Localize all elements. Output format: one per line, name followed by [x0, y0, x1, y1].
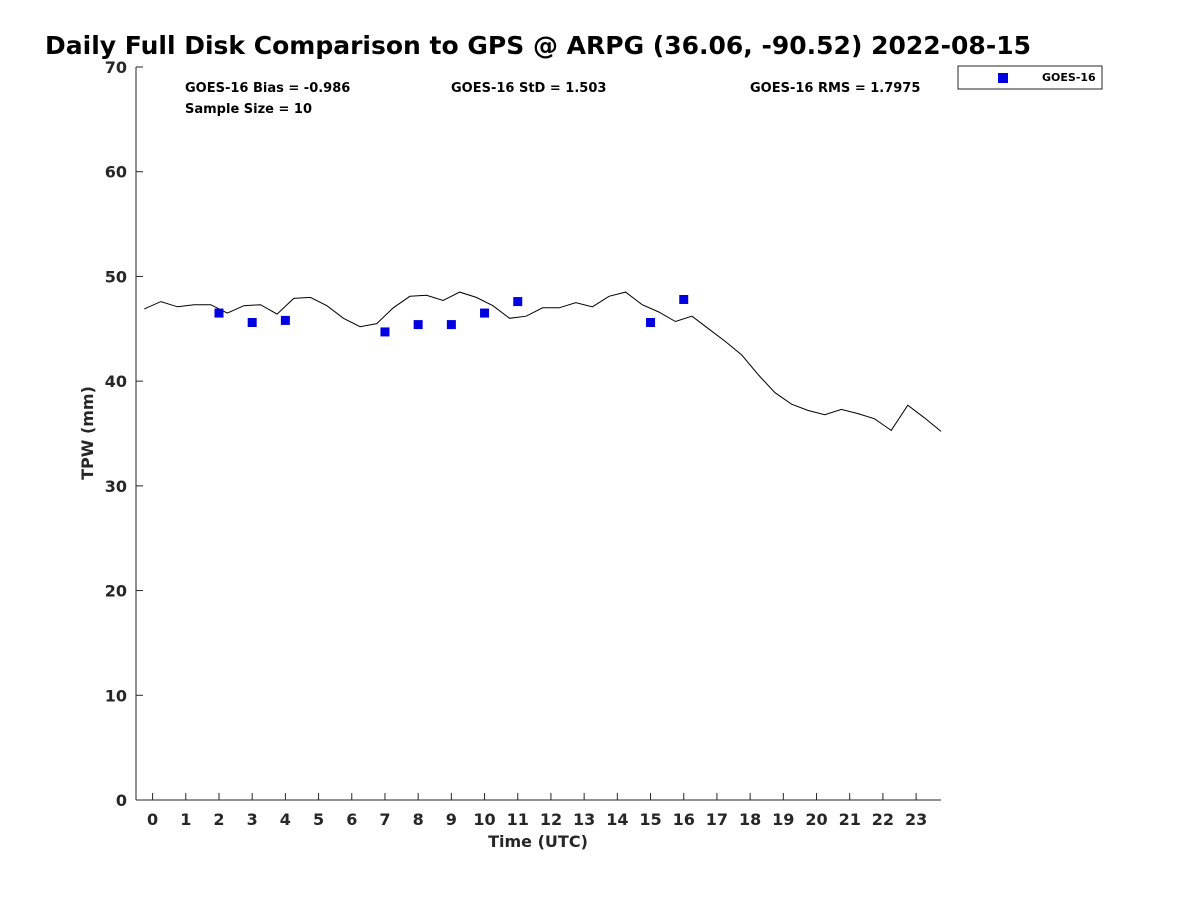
x-ticks: 0 1 2 3 4 5 6 7 8 9 10 11 12 13 14 15 16 17 18 19 20 21 22 23 [147, 793, 927, 829]
x-tick-label: 10 [473, 810, 495, 829]
goes16-point [380, 327, 390, 337]
y-tick-label: 0 [116, 791, 127, 810]
x-tick-label: 16 [673, 810, 695, 829]
gps-line-layer [144, 291, 942, 432]
goes16-point [679, 294, 689, 304]
y-tick-label: 30 [105, 477, 127, 496]
x-tick-label: 12 [540, 810, 562, 829]
x-tick-label: 21 [839, 810, 861, 829]
goes16-point [480, 308, 490, 318]
x-tick-label: 6 [346, 810, 357, 829]
y-axis-label: TPW (mm) [78, 386, 97, 480]
legend-box [957, 65, 1103, 90]
x-tick-label: 8 [413, 810, 424, 829]
x-tick-label: 9 [446, 810, 457, 829]
x-tick-label: 2 [213, 810, 224, 829]
x-tick-label: 7 [379, 810, 390, 829]
x-tick-label: 18 [739, 810, 761, 829]
gps-tpw-line [144, 291, 942, 432]
goes16-points-layer [214, 294, 689, 337]
x-tick-label: 22 [872, 810, 894, 829]
plot-area: 0 1 2 3 4 5 6 7 8 9 10 11 12 13 14 15 16 17 18 19 20 21 22 23 0… [105, 58, 942, 829]
legend: GOES-16 [957, 65, 1103, 90]
x-tick-label: 11 [507, 810, 529, 829]
y-tick-label: 10 [105, 686, 127, 705]
x-tick-label: 3 [247, 810, 258, 829]
legend-swatch-goes16 [998, 73, 1008, 83]
goes16-point [446, 320, 456, 330]
goes16-point [214, 308, 224, 318]
y-tick-label: 70 [105, 58, 127, 77]
y-tick-label: 60 [105, 163, 127, 182]
y-ticks: 0 10 20 30 40 50 60 70 [105, 58, 143, 810]
x-tick-label: 15 [639, 810, 661, 829]
goes16-point [247, 318, 257, 328]
stat-bias: GOES-16 Bias = -0.986 [185, 81, 350, 96]
y-tick-label: 40 [105, 372, 127, 391]
goes16-point [646, 318, 656, 328]
x-tick-label: 23 [905, 810, 927, 829]
goes16-point [413, 320, 423, 330]
y-tick-label: 20 [105, 582, 127, 601]
x-tick-label: 5 [313, 810, 324, 829]
chart-title: Daily Full Disk Comparison to GPS @ ARPG… [45, 31, 1031, 60]
stat-rms: GOES-16 RMS = 1.7975 [750, 81, 920, 96]
x-tick-label: 20 [805, 810, 827, 829]
goes16-point [513, 297, 523, 307]
x-axis-label: Time (UTC) [488, 832, 588, 851]
x-tick-label: 13 [573, 810, 595, 829]
x-tick-label: 4 [280, 810, 291, 829]
x-tick-label: 14 [606, 810, 628, 829]
stat-std: GOES-16 StD = 1.503 [451, 81, 606, 96]
x-tick-label: 0 [147, 810, 158, 829]
y-tick-label: 50 [105, 267, 127, 286]
stat-sample-size: Sample Size = 10 [185, 102, 312, 117]
goes16-point [280, 315, 290, 325]
x-tick-label: 17 [706, 810, 728, 829]
legend-label-goes16: GOES-16 [1042, 71, 1096, 84]
x-tick-label: 19 [772, 810, 794, 829]
x-tick-label: 1 [180, 810, 191, 829]
